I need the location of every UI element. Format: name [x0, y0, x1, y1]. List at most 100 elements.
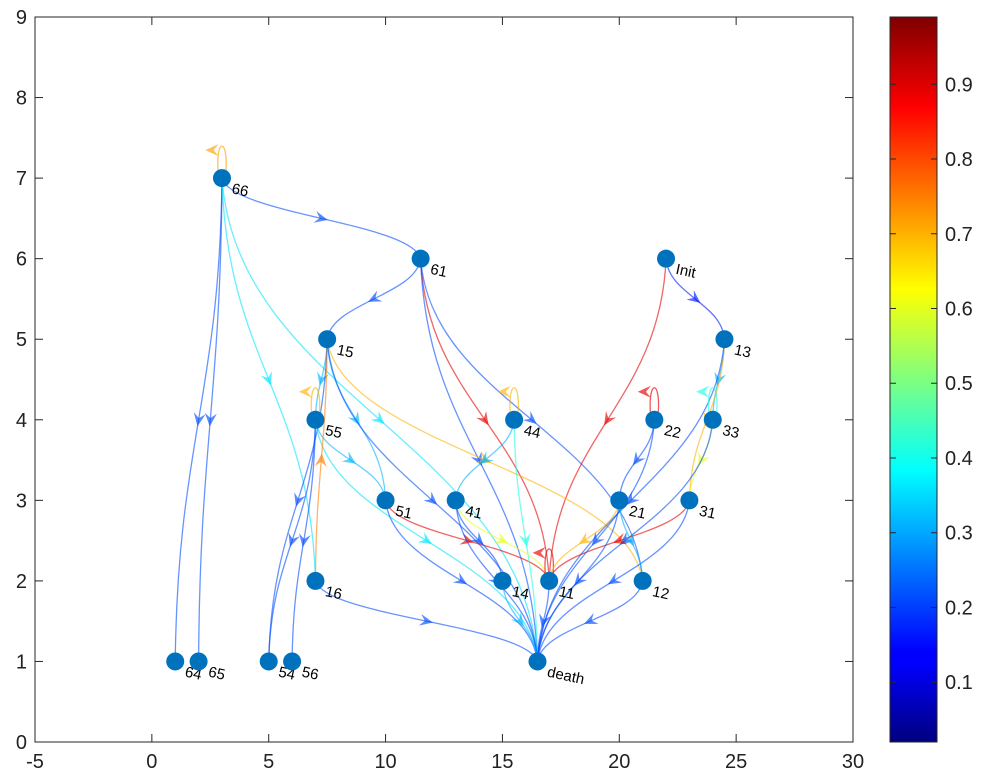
y-tick-label: 2 — [16, 571, 27, 593]
edge-arrowhead — [313, 211, 328, 223]
edge-arrowhead — [298, 533, 311, 548]
edge-arrowhead — [294, 492, 306, 507]
edge-arrowhead — [423, 491, 438, 505]
edge-arrowhead — [522, 410, 537, 425]
y-tick-label: 7 — [16, 168, 27, 190]
state-node — [212, 169, 231, 188]
x-tick-label: -5 — [26, 751, 44, 773]
edge-arrowhead — [696, 385, 710, 398]
state-node-label: 56 — [300, 664, 320, 684]
colorbar-tick-label: 0.6 — [945, 298, 973, 320]
self-loop-edge — [649, 387, 660, 412]
x-tick-label: 0 — [146, 751, 157, 773]
state-node — [715, 330, 734, 349]
edge-arrowhead — [497, 385, 511, 398]
edge-arrowhead — [418, 613, 433, 626]
state-node — [446, 491, 465, 510]
y-tick-label: 0 — [16, 732, 27, 754]
edge-arrowhead — [367, 290, 383, 302]
state-node-label: 12 — [651, 583, 671, 603]
state-node — [306, 571, 325, 590]
state-node-label: 41 — [464, 503, 484, 523]
edge-arrowhead — [317, 371, 329, 386]
state-node-label: 65 — [207, 664, 227, 684]
y-tick-label: 8 — [16, 88, 27, 110]
y-tick-label: 5 — [16, 329, 27, 351]
state-node — [318, 330, 337, 349]
edge-arrowhead — [604, 410, 617, 426]
edge-arrowhead — [532, 546, 546, 559]
state-node-label: 44 — [522, 422, 542, 442]
edge-arrowhead — [574, 571, 588, 586]
edge-arrowhead — [260, 371, 272, 386]
self-loop-edge — [217, 145, 227, 171]
colorbar-tick-label: 0.3 — [945, 523, 973, 545]
edge-arrowhead — [298, 385, 313, 398]
x-tick-label: 10 — [374, 751, 396, 773]
edge-arrowhead — [584, 613, 599, 624]
edge-arrowhead — [686, 290, 701, 304]
self-loop-edge — [509, 387, 519, 412]
colorbar — [890, 17, 937, 742]
edge-arrowhead — [314, 453, 327, 468]
state-node — [259, 652, 278, 671]
edge-arrowhead — [637, 385, 651, 398]
state-node-label: 21 — [627, 503, 647, 523]
colorbar-tick-label: 0.5 — [945, 373, 973, 395]
state-node — [189, 652, 208, 671]
state-node — [505, 410, 524, 429]
state-node-label: 31 — [698, 503, 718, 523]
x-tick-label: 30 — [842, 751, 864, 773]
state-node-label: 16 — [324, 583, 344, 603]
state-node — [493, 571, 512, 590]
edges-layer — [174, 144, 727, 662]
edge-arrowhead — [511, 612, 524, 627]
y-tick-label: 1 — [16, 651, 27, 673]
plot-area — [35, 17, 853, 742]
edge-arrowhead — [626, 491, 640, 505]
edge-arrowhead — [578, 531, 594, 545]
edge-arrowhead — [476, 410, 489, 426]
state-node-label: 55 — [324, 422, 344, 442]
edge-arrowhead — [341, 451, 357, 464]
colorbar-frame — [889, 16, 938, 743]
state-node — [166, 652, 185, 671]
state-node — [528, 652, 547, 671]
state-node-label: 33 — [721, 422, 741, 442]
self-loop-edge — [310, 387, 321, 412]
y-tick-label: 4 — [16, 410, 27, 432]
state-node — [645, 410, 664, 429]
edge-arrowhead — [518, 533, 531, 548]
state-node — [703, 410, 722, 429]
edge-arrowhead — [607, 572, 623, 585]
colorbar-tick-label: 0.2 — [945, 597, 973, 619]
edge-arrowhead — [205, 144, 219, 157]
edge-arrowhead — [493, 532, 509, 544]
state-node — [680, 491, 699, 510]
state-node — [283, 652, 302, 671]
edge-arrowhead — [632, 451, 646, 466]
colorbar-tick-label: 0.1 — [945, 672, 973, 694]
edge-arrowhead — [417, 532, 433, 545]
x-tick-label: 20 — [608, 751, 630, 773]
colorbar-tick-label: 0.7 — [945, 224, 973, 246]
edge-arrowhead — [470, 531, 484, 546]
y-tick-label: 9 — [16, 7, 27, 29]
plot-frame — [34, 16, 854, 743]
x-tick-label: 15 — [491, 751, 513, 773]
colorbar-tick-label: 0.8 — [945, 149, 973, 171]
state-node — [306, 410, 325, 429]
x-tick-label: 5 — [263, 751, 274, 773]
self-loop-edge — [544, 548, 555, 573]
edge-arrowhead — [204, 412, 217, 427]
state-node-label: 66 — [230, 180, 250, 200]
edge-arrowhead — [622, 532, 634, 547]
edge-arrowhead — [288, 532, 300, 547]
edge-arrowhead — [370, 410, 385, 425]
state-node — [376, 491, 395, 510]
colorbar-tick-label: 0.4 — [945, 448, 973, 470]
state-node-label: Init — [674, 261, 698, 282]
